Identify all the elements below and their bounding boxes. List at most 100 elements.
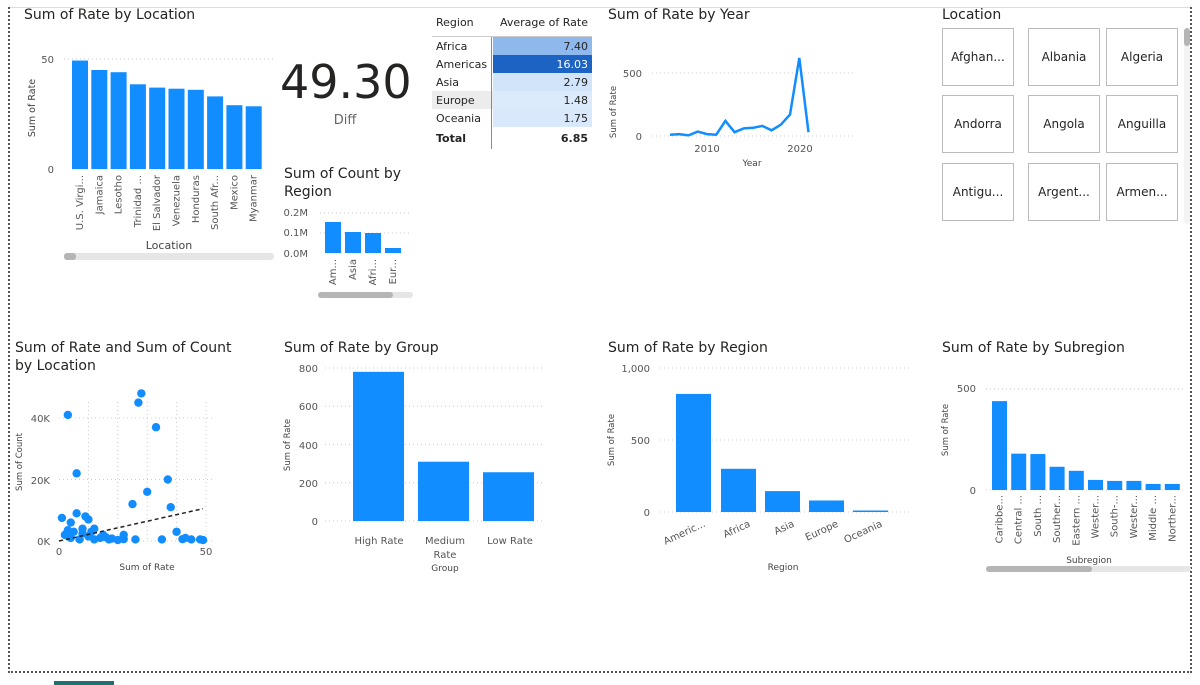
group-x-label-medium-rate: Rate (434, 550, 457, 561)
subregion-bar-middle[interactable] (1145, 483, 1161, 490)
scatter-point[interactable] (166, 502, 175, 512)
slicer-item-afghanistan[interactable]: Afghan... (942, 28, 1014, 86)
scatter-point[interactable] (57, 513, 67, 523)
scatter-point[interactable] (63, 410, 73, 420)
scatter-point[interactable] (78, 529, 87, 538)
subregion-bar-eastern[interactable] (1068, 470, 1084, 490)
slicer-item-albania[interactable]: Albania (1028, 28, 1100, 86)
region-bar-africa[interactable] (721, 468, 756, 512)
page-tab-indicator[interactable] (54, 681, 114, 685)
scatter-point[interactable] (187, 535, 196, 544)
location-bar-myanmar[interactable] (245, 106, 262, 169)
count-region-bar-chart[interactable]: 0.2M 0.1M 0.0M Am... Asia Afri... Eur... (280, 205, 415, 300)
region-bar-asia[interactable] (765, 491, 800, 512)
subregion-x-label: Eastern ... (1071, 495, 1082, 546)
slicer-item-argentina[interactable]: Argent... (1028, 163, 1100, 221)
year-line-chart[interactable]: Sum of Rate 500 0 2010 2020 Year (600, 30, 862, 175)
location-scrollbar[interactable] (64, 253, 274, 260)
subregion-bar-chart[interactable]: Sum of Rate 500 0 Caribbe... Central ... S… (936, 362, 1192, 577)
slicer-item-algeria[interactable]: Algeria (1106, 28, 1178, 86)
subregion-y-tick-0: 0 (970, 486, 976, 497)
scatter-point[interactable] (195, 535, 205, 544)
kpi-label: Diff (333, 113, 357, 128)
region-bar-chart[interactable]: Sum of Rate 1,000 500 0 Americ... Africa A… (600, 360, 915, 575)
scatter-point[interactable] (90, 524, 99, 533)
subregion-bar-caribbe[interactable] (992, 401, 1007, 490)
location-bar-jamaica[interactable] (91, 70, 108, 169)
location-bar-south-afr[interactable] (207, 96, 224, 169)
slicer-item-anguilla[interactable]: Anguilla (1106, 95, 1178, 153)
subregion-bar-wester[interactable] (1126, 480, 1142, 490)
slicer-item-angola[interactable]: Angola (1028, 95, 1100, 153)
count-bar-afri[interactable] (365, 233, 381, 253)
scatter-point[interactable] (172, 527, 181, 536)
table-row[interactable]: Europe 1.48 (432, 91, 592, 109)
subregion-bar-south[interactable] (1107, 480, 1123, 490)
location-bar-el-salvador[interactable] (149, 87, 166, 169)
subregion-bar-south[interactable] (1030, 454, 1046, 490)
slicer-item-armenia[interactable]: Armen... (1106, 163, 1178, 221)
subregion-scroll-thumb[interactable] (986, 566, 1092, 572)
location-bar-chart[interactable]: Sum of Rate 50 0 U.S. Virgi... Jamaica Les… (14, 30, 284, 265)
subregion-bar-central[interactable] (1011, 453, 1027, 490)
slicer-scroll-thumb[interactable] (1184, 28, 1190, 46)
region-average-table[interactable]: Region Average of Rate Africa 7.40 Americ… (432, 8, 592, 147)
scatter-point[interactable] (163, 475, 172, 484)
scatter-point[interactable] (63, 526, 73, 535)
scatter-point[interactable] (84, 515, 93, 524)
scatter-point[interactable] (151, 423, 161, 432)
table-row[interactable]: Oceania 1.75 (432, 109, 592, 127)
scatter-chart[interactable]: Sum of Count 40K 20K 0K 0 50 Sum of Rate (10, 380, 235, 580)
count-x-label: Afri... (368, 259, 379, 285)
location-bar-lesotho[interactable] (110, 72, 127, 169)
count-bar-eur[interactable] (385, 248, 401, 253)
year-x-tick-2010: 2010 (694, 144, 719, 155)
count-scroll-thumb[interactable] (318, 292, 393, 298)
scatter-point[interactable] (101, 533, 111, 542)
group-y-tick-400: 400 (299, 441, 318, 452)
location-bar-honduras[interactable] (187, 89, 204, 169)
scatter-point[interactable] (66, 518, 75, 527)
region-bar-europe[interactable] (809, 500, 844, 512)
scatter-point[interactable] (131, 535, 140, 544)
scatter-point[interactable] (137, 389, 146, 398)
table-row[interactable]: Americas 16.03 (432, 55, 592, 73)
scatter-point[interactable] (143, 487, 152, 496)
subregion-bar-wester[interactable] (1088, 479, 1103, 490)
scatter-point[interactable] (119, 530, 128, 540)
count-bar-am[interactable] (325, 222, 341, 253)
subregion-x-label: South ... (1033, 495, 1044, 537)
table-row[interactable]: Africa 7.40 (432, 36, 592, 55)
table-header-row: Region Average of Rate (432, 8, 592, 37)
table-cell-region: Americas (436, 57, 488, 71)
scatter-title-line2: by Location (15, 358, 96, 374)
group-bar-low-rate[interactable] (483, 472, 534, 521)
scatter-point[interactable] (178, 534, 187, 544)
location-bar-trinidad[interactable] (129, 84, 146, 169)
table-header-average[interactable]: Average of Rate (492, 8, 592, 37)
count-bar-asia[interactable] (345, 232, 361, 253)
year-series-line[interactable] (669, 57, 810, 137)
scatter-point[interactable] (157, 535, 167, 544)
group-bar-medium-rate[interactable] (418, 461, 469, 521)
table-header-region[interactable]: Region (432, 8, 493, 37)
group-bar-high-rate[interactable] (353, 371, 404, 521)
group-bar-chart[interactable]: Sum of Rate 800 600 400 200 0 High Rate … (280, 360, 550, 580)
subregion-bar-souther[interactable] (1049, 466, 1065, 490)
slicer-item-antigua[interactable]: Antigu... (942, 163, 1014, 221)
location-bar-venezuela[interactable] (168, 88, 185, 169)
scatter-point[interactable] (128, 499, 137, 509)
location-bar-u-s-virgi[interactable] (72, 60, 88, 169)
region-bar-oceania[interactable] (853, 510, 888, 513)
location-scroll-thumb[interactable] (64, 253, 76, 260)
slicer-item-andorra[interactable]: Andorra (942, 95, 1014, 153)
location-bar-mexico[interactable] (226, 105, 243, 169)
subregion-bar-norther[interactable] (1164, 483, 1180, 490)
group-chart-title: Sum of Rate by Group (284, 340, 439, 356)
scatter-point[interactable] (72, 469, 81, 478)
scatter-point[interactable] (134, 398, 143, 407)
table-row[interactable]: Asia 2.79 (432, 73, 592, 91)
region-bar-americ[interactable] (676, 393, 711, 512)
slicer-scrollbar[interactable] (1184, 28, 1190, 224)
scatter-point[interactable] (72, 509, 81, 518)
